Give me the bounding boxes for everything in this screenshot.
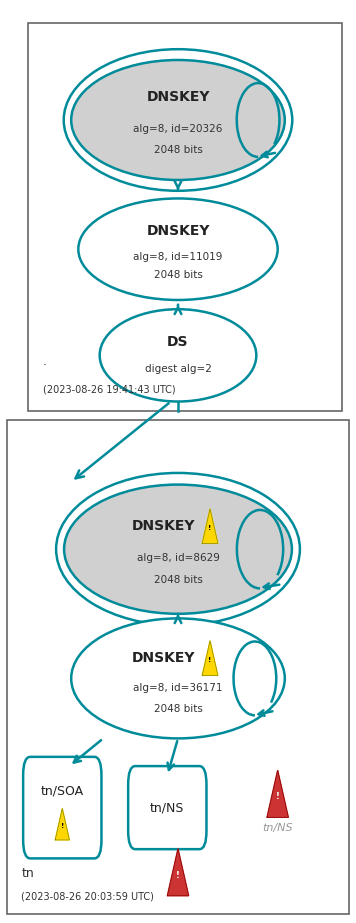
Text: !: ! xyxy=(208,525,212,531)
Text: digest alg=2: digest alg=2 xyxy=(145,365,211,374)
Text: DNSKEY: DNSKEY xyxy=(132,651,195,665)
Text: tn/SOA: tn/SOA xyxy=(41,785,84,797)
Polygon shape xyxy=(202,509,218,544)
Text: alg=8, id=20326: alg=8, id=20326 xyxy=(133,125,223,134)
Text: tn/NS: tn/NS xyxy=(262,823,293,833)
Polygon shape xyxy=(202,641,218,676)
Ellipse shape xyxy=(78,198,278,300)
FancyBboxPatch shape xyxy=(28,23,342,411)
Text: tn: tn xyxy=(21,867,34,880)
Text: 2048 bits: 2048 bits xyxy=(153,270,203,280)
Ellipse shape xyxy=(100,309,256,402)
Polygon shape xyxy=(267,770,288,818)
Text: tn/NS: tn/NS xyxy=(150,801,184,814)
Text: 2048 bits: 2048 bits xyxy=(153,575,203,584)
Text: DS: DS xyxy=(167,334,189,349)
Ellipse shape xyxy=(71,60,285,180)
Text: alg=8, id=8629: alg=8, id=8629 xyxy=(137,554,219,563)
Polygon shape xyxy=(167,849,189,895)
Text: alg=8, id=36171: alg=8, id=36171 xyxy=(133,683,223,692)
Text: .: . xyxy=(43,354,47,367)
Text: DNSKEY: DNSKEY xyxy=(146,90,210,104)
Text: !: ! xyxy=(276,792,279,801)
FancyBboxPatch shape xyxy=(23,757,101,858)
Text: !: ! xyxy=(208,657,212,663)
Text: alg=8, id=11019: alg=8, id=11019 xyxy=(133,252,223,261)
Polygon shape xyxy=(55,809,69,840)
Text: (2023-08-26 19:41:43 UTC): (2023-08-26 19:41:43 UTC) xyxy=(43,384,176,394)
Text: 2048 bits: 2048 bits xyxy=(153,146,203,155)
Text: DNSKEY: DNSKEY xyxy=(132,519,195,533)
Text: (2023-08-26 20:03:59 UTC): (2023-08-26 20:03:59 UTC) xyxy=(21,892,154,902)
Text: DNSKEY: DNSKEY xyxy=(146,223,210,238)
FancyBboxPatch shape xyxy=(128,766,206,849)
Text: 2048 bits: 2048 bits xyxy=(153,704,203,713)
Text: !: ! xyxy=(61,823,64,829)
Ellipse shape xyxy=(71,618,285,738)
Text: !: ! xyxy=(176,870,180,880)
FancyBboxPatch shape xyxy=(7,420,349,914)
Ellipse shape xyxy=(64,485,292,614)
